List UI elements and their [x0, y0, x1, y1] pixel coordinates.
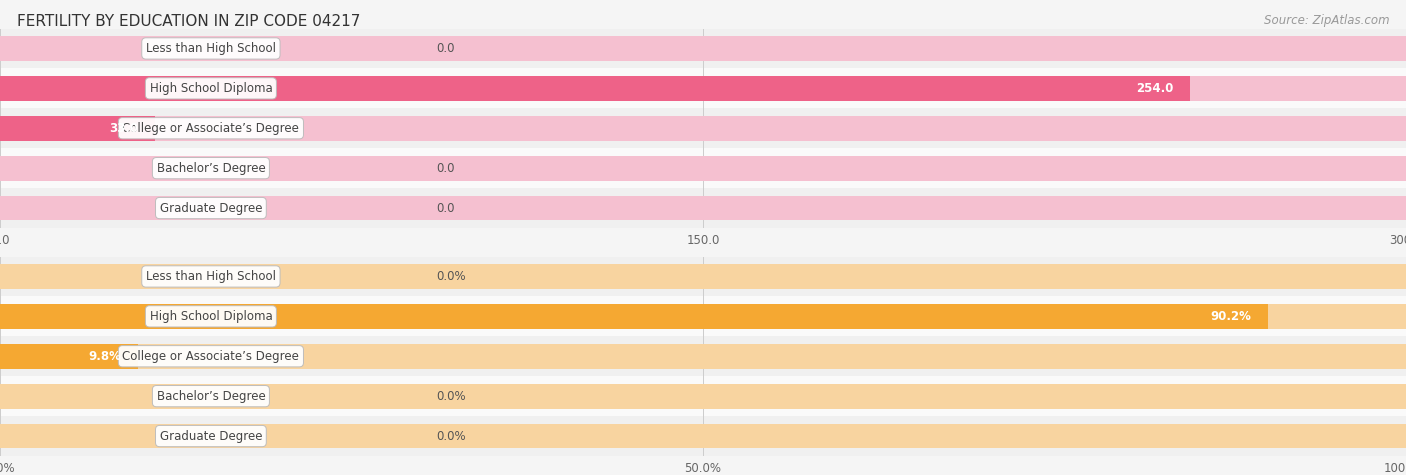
Text: 33.0: 33.0	[108, 122, 138, 135]
Text: Source: ZipAtlas.com: Source: ZipAtlas.com	[1264, 14, 1389, 27]
Text: 0.0%: 0.0%	[436, 390, 465, 403]
Bar	[0, 76, 1191, 101]
Text: Graduate Degree: Graduate Degree	[160, 201, 262, 215]
Text: 90.2%: 90.2%	[1211, 310, 1251, 323]
Text: Less than High School: Less than High School	[146, 270, 276, 283]
Bar	[0, 156, 1406, 180]
Text: 0.0: 0.0	[436, 201, 454, 215]
Text: College or Associate’s Degree: College or Associate’s Degree	[122, 122, 299, 135]
Text: 254.0: 254.0	[1136, 82, 1174, 95]
Bar	[0, 148, 1406, 188]
Text: High School Diploma: High School Diploma	[149, 82, 273, 95]
Bar	[0, 336, 1406, 376]
Bar	[0, 188, 1406, 228]
Bar	[0, 344, 1406, 369]
Bar	[0, 76, 1406, 101]
Bar	[0, 264, 1406, 289]
Bar	[0, 424, 1406, 448]
Text: 0.0%: 0.0%	[436, 270, 465, 283]
Text: Bachelor’s Degree: Bachelor’s Degree	[156, 390, 266, 403]
Text: 0.0: 0.0	[436, 42, 454, 55]
Text: High School Diploma: High School Diploma	[149, 310, 273, 323]
Bar	[0, 36, 1406, 61]
Bar	[0, 256, 1406, 296]
Bar	[0, 304, 1406, 329]
Bar	[0, 296, 1406, 336]
Bar	[0, 116, 155, 141]
Bar	[0, 196, 1406, 220]
Bar	[0, 304, 1268, 329]
Text: 0.0%: 0.0%	[436, 429, 465, 443]
Text: Less than High School: Less than High School	[146, 42, 276, 55]
Bar	[0, 108, 1406, 148]
Text: 0.0: 0.0	[436, 162, 454, 175]
Bar	[0, 376, 1406, 416]
Text: Bachelor’s Degree: Bachelor’s Degree	[156, 162, 266, 175]
Bar	[0, 416, 1406, 456]
Text: 9.8%: 9.8%	[89, 350, 121, 363]
Bar	[0, 28, 1406, 68]
Bar	[0, 116, 1406, 141]
Text: College or Associate’s Degree: College or Associate’s Degree	[122, 350, 299, 363]
Bar	[0, 68, 1406, 108]
Text: Graduate Degree: Graduate Degree	[160, 429, 262, 443]
Bar	[0, 384, 1406, 408]
Text: FERTILITY BY EDUCATION IN ZIP CODE 04217: FERTILITY BY EDUCATION IN ZIP CODE 04217	[17, 14, 360, 29]
Bar	[0, 344, 138, 369]
